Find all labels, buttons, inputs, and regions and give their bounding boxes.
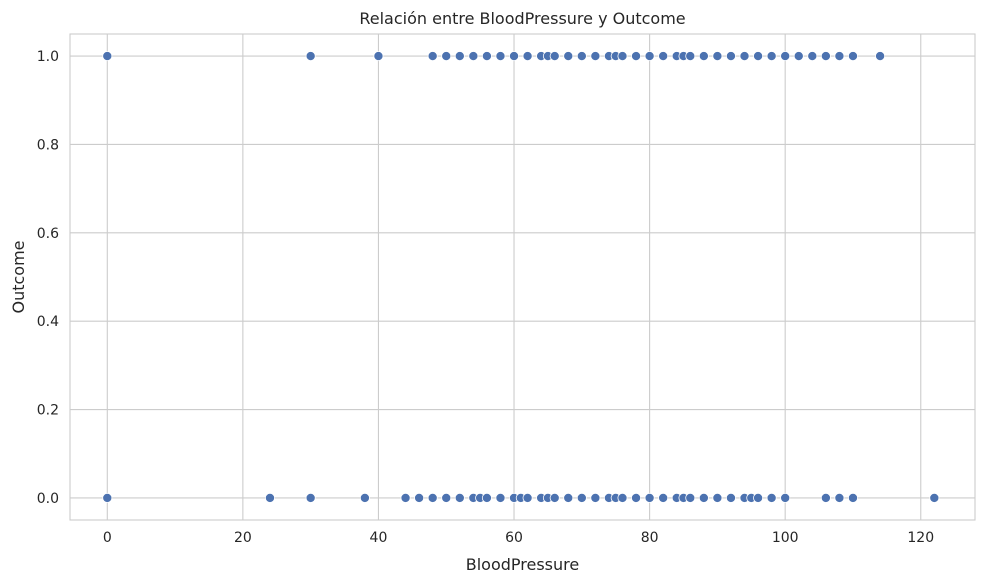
data-point [400, 492, 411, 503]
data-point [590, 51, 601, 62]
x-tick-label: 100 [772, 530, 799, 546]
data-point [793, 51, 804, 62]
y-tick-label: 0.6 [37, 226, 59, 242]
data-point [712, 51, 723, 62]
data-point [563, 492, 574, 503]
data-point [929, 492, 940, 503]
y-tick-label: 0.4 [37, 314, 59, 330]
data-point [834, 51, 845, 62]
data-point [617, 492, 628, 503]
data-point [631, 492, 642, 503]
data-point [834, 492, 845, 503]
data-point [522, 51, 533, 62]
x-tick-label: 120 [907, 530, 934, 546]
chart-title: Relación entre BloodPressure y Outcome [359, 9, 685, 28]
y-tick-labels: 0.0 0.2 0.4 0.6 0.8 1.0 [37, 49, 59, 507]
data-point [454, 492, 465, 503]
y-tick-label: 0.8 [37, 137, 59, 153]
data-point [698, 492, 709, 503]
data-point [305, 51, 316, 62]
y-tick-label: 0.0 [37, 491, 59, 507]
data-point [644, 51, 655, 62]
data-point [658, 51, 669, 62]
data-point [780, 492, 791, 503]
data-point [305, 492, 316, 503]
data-point [427, 492, 438, 503]
data-point [102, 492, 113, 503]
data-point [658, 492, 669, 503]
data-point [644, 492, 655, 503]
data-point [753, 51, 764, 62]
data-point [549, 51, 560, 62]
data-point [685, 51, 696, 62]
data-point [590, 492, 601, 503]
data-point [807, 51, 818, 62]
data-point [468, 51, 479, 62]
data-point [495, 492, 506, 503]
data-point [495, 51, 506, 62]
x-tick-label: 20 [234, 530, 252, 546]
y-tick-label: 0.2 [37, 403, 59, 419]
data-point [766, 51, 777, 62]
data-point [698, 51, 709, 62]
y-tick-label: 1.0 [37, 49, 59, 65]
data-point [549, 492, 560, 503]
data-point [414, 492, 425, 503]
x-tick-label: 0 [103, 530, 112, 546]
x-tick-labels: 0 20 40 60 80 100 120 [103, 530, 934, 546]
data-point [725, 492, 736, 503]
data-point [780, 51, 791, 62]
data-point [847, 51, 858, 62]
data-point [102, 51, 113, 62]
data-point [373, 51, 384, 62]
data-point [427, 51, 438, 62]
data-point [739, 51, 750, 62]
data-point [847, 492, 858, 503]
data-point [359, 492, 370, 503]
data-point [631, 51, 642, 62]
data-point [712, 492, 723, 503]
data-point [576, 492, 587, 503]
data-point [264, 492, 275, 503]
data-point [563, 51, 574, 62]
data-point [820, 492, 831, 503]
data-points [102, 51, 940, 503]
data-point [753, 492, 764, 503]
data-point [441, 492, 452, 503]
data-point [766, 492, 777, 503]
x-tick-label: 40 [370, 530, 388, 546]
data-point [617, 51, 628, 62]
data-point [454, 51, 465, 62]
data-point [481, 51, 492, 62]
data-point [875, 51, 886, 62]
x-tick-label: 80 [641, 530, 659, 546]
data-point [441, 51, 452, 62]
data-point [820, 51, 831, 62]
data-point [522, 492, 533, 503]
x-axis-label: BloodPressure [466, 555, 579, 574]
data-point [481, 492, 492, 503]
data-point [725, 51, 736, 62]
plot-frame [69, 33, 976, 521]
y-axis-label: Outcome [9, 240, 28, 313]
x-tick-label: 60 [505, 530, 523, 546]
data-point [509, 51, 520, 62]
data-point [685, 492, 696, 503]
grid-lines [70, 34, 975, 520]
data-point [576, 51, 587, 62]
